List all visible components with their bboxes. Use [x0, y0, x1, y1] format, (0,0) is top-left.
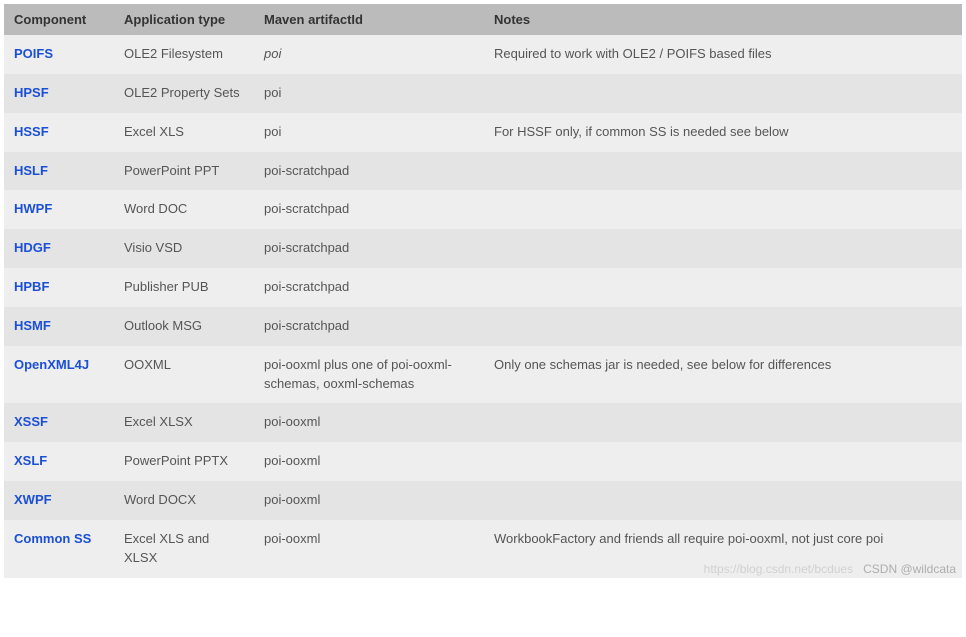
- cell-artifact: poi-ooxml: [254, 481, 484, 520]
- cell-artifact: poi: [254, 74, 484, 113]
- cell-apptype: Excel XLS and XLSX: [114, 520, 254, 578]
- table-row: HDGF Visio VSDpoi-scratchpad: [4, 229, 962, 268]
- cell-apptype: OOXML: [114, 346, 254, 404]
- cell-apptype: Visio VSD: [114, 229, 254, 268]
- cell-notes: [484, 74, 962, 113]
- component-link[interactable]: OpenXML4J: [14, 357, 89, 372]
- component-link[interactable]: HSMF: [14, 318, 51, 333]
- cell-artifact: poi-scratchpad: [254, 152, 484, 191]
- cell-artifact: poi-scratchpad: [254, 190, 484, 229]
- cell-artifact: poi-scratchpad: [254, 307, 484, 346]
- cell-apptype: Outlook MSG: [114, 307, 254, 346]
- component-link[interactable]: HSSF: [14, 124, 49, 139]
- cell-apptype: Excel XLSX: [114, 403, 254, 442]
- component-link[interactable]: XWPF: [14, 492, 52, 507]
- table-row: OpenXML4J OOXMLpoi-ooxml plus one of poi-…: [4, 346, 962, 404]
- cell-artifact: poi: [254, 113, 484, 152]
- component-link[interactable]: HSLF: [14, 163, 48, 178]
- table-row: HPBF Publisher PUBpoi-scratchpad: [4, 268, 962, 307]
- component-link[interactable]: Common SS: [14, 531, 91, 546]
- table-row: HSLF PowerPoint PPTpoi-scratchpad: [4, 152, 962, 191]
- component-link[interactable]: HWPF: [14, 201, 52, 216]
- cell-notes: [484, 442, 962, 481]
- component-link[interactable]: HPBF: [14, 279, 49, 294]
- cell-artifact: poi-ooxml plus one of poi-ooxml-schemas,…: [254, 346, 484, 404]
- table-row: HSSF Excel XLSpoiFor HSSF only, if common…: [4, 113, 962, 152]
- component-link[interactable]: XSSF: [14, 414, 48, 429]
- table-row: XWPF Word DOCXpoi-ooxml: [4, 481, 962, 520]
- table-row: POIFS OLE2 FilesystempoiRequired to work …: [4, 35, 962, 74]
- table-row: HSMF Outlook MSGpoi-scratchpad: [4, 307, 962, 346]
- col-header-artifact: Maven artifactId: [254, 4, 484, 35]
- cell-apptype: Word DOC: [114, 190, 254, 229]
- cell-notes: [484, 190, 962, 229]
- component-link[interactable]: HPSF: [14, 85, 49, 100]
- table-header-row: Component Application type Maven artifac…: [4, 4, 962, 35]
- table-row: Common SS Excel XLS and XLSXpoi-ooxmlWork…: [4, 520, 962, 578]
- table-row: HWPF Word DOCpoi-scratchpad: [4, 190, 962, 229]
- cell-notes: Only one schemas jar is needed, see belo…: [484, 346, 962, 404]
- cell-notes: WorkbookFactory and friends all require …: [484, 520, 962, 578]
- component-link[interactable]: HDGF: [14, 240, 51, 255]
- cell-notes: [484, 403, 962, 442]
- table-row: XSLF PowerPoint PPTXpoi-ooxml: [4, 442, 962, 481]
- table-row: HPSF OLE2 Property Setspoi: [4, 74, 962, 113]
- cell-artifact: poi-scratchpad: [254, 229, 484, 268]
- cell-notes: For HSSF only, if common SS is needed se…: [484, 113, 962, 152]
- cell-apptype: Word DOCX: [114, 481, 254, 520]
- component-link[interactable]: POIFS: [14, 46, 53, 61]
- cell-apptype: PowerPoint PPTX: [114, 442, 254, 481]
- component-link[interactable]: XSLF: [14, 453, 47, 468]
- cell-artifact: poi-scratchpad: [254, 268, 484, 307]
- cell-apptype: PowerPoint PPT: [114, 152, 254, 191]
- cell-artifact: poi-ooxml: [254, 442, 484, 481]
- components-table: Component Application type Maven artifac…: [4, 4, 962, 578]
- cell-notes: [484, 481, 962, 520]
- col-header-notes: Notes: [484, 4, 962, 35]
- cell-artifact: poi-ooxml: [254, 520, 484, 578]
- col-header-apptype: Application type: [114, 4, 254, 35]
- cell-notes: [484, 229, 962, 268]
- table-row: XSSF Excel XLSXpoi-ooxml: [4, 403, 962, 442]
- cell-apptype: Publisher PUB: [114, 268, 254, 307]
- col-header-component: Component: [4, 4, 114, 35]
- cell-artifact: poi-ooxml: [254, 403, 484, 442]
- cell-apptype: Excel XLS: [114, 113, 254, 152]
- cell-notes: [484, 152, 962, 191]
- cell-notes: [484, 268, 962, 307]
- cell-apptype: OLE2 Filesystem: [114, 35, 254, 74]
- cell-artifact: poi: [254, 35, 484, 74]
- cell-notes: [484, 307, 962, 346]
- cell-notes: Required to work with OLE2 / POIFS based…: [484, 35, 962, 74]
- cell-apptype: OLE2 Property Sets: [114, 74, 254, 113]
